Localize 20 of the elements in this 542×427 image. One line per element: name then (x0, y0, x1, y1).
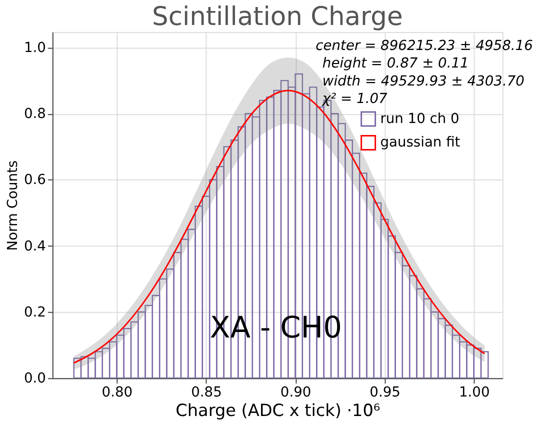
x-tick-label: 0.90 (280, 384, 312, 400)
legend-label: run 10 ch 0 (380, 110, 460, 127)
y-tick-label: 0.2 (24, 304, 46, 320)
annotation: center = 896215.23 ± 4958.16 (316, 38, 534, 54)
annotation: height = 0.87 ± 0.11 (322, 56, 469, 72)
legend-label: gaussian fit (380, 134, 461, 151)
x-axis-title: Charge (ADC x tick) ·10⁶ (176, 400, 380, 420)
x-tick-label: 1.00 (458, 384, 490, 400)
y-tick-label: 0.4 (24, 238, 46, 254)
x-tick-label: 0.85 (191, 384, 222, 400)
chart-title: Scintillation Charge (152, 2, 403, 32)
y-tick-label: 0.0 (24, 370, 46, 387)
y-axis-title: Norm Counts (5, 160, 22, 251)
annotation: width = 49529.93 ± 4303.70 (322, 73, 525, 90)
y-tick-label: 1.0 (24, 40, 46, 56)
y-tick-label: 0.6 (24, 172, 46, 188)
x-tick-label: 0.95 (370, 384, 400, 400)
x-tick-label: 0.80 (102, 384, 133, 400)
annotation: χ² = 1.07 (321, 91, 388, 108)
y-tick-label: 0.8 (24, 106, 46, 122)
